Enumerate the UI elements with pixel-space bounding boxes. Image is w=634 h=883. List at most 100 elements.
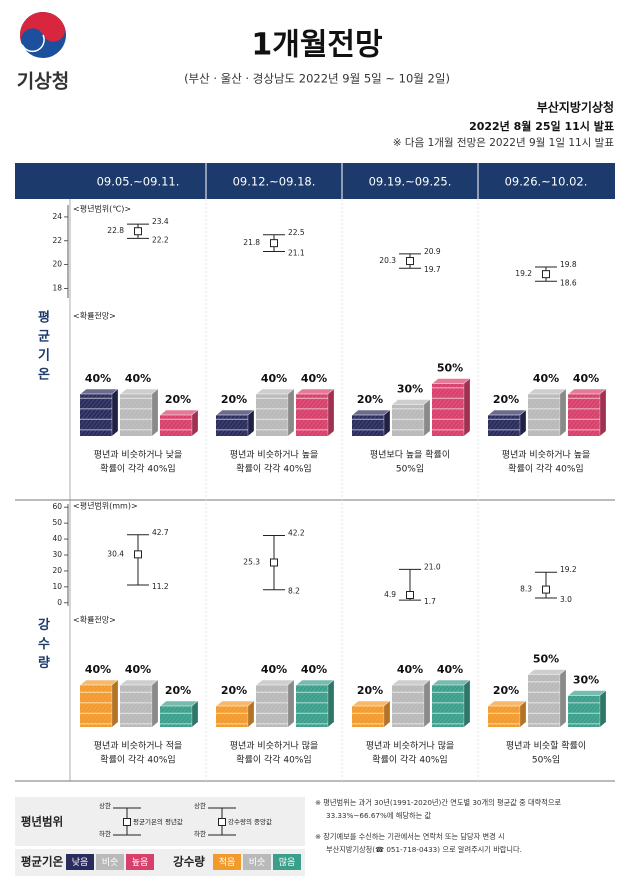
range-mean [134, 227, 142, 236]
probability-stack [527, 388, 567, 437]
stack-stripes [160, 415, 192, 436]
legend-swatch [126, 854, 154, 870]
stack-top-shade [216, 410, 254, 415]
stack-top-shade [568, 389, 606, 394]
stack-stripes [568, 695, 600, 727]
legend-category: 높음 [132, 857, 149, 868]
stack-stripes [216, 415, 248, 436]
stack-top-shade [352, 410, 390, 415]
upper-label: 23.4 [152, 217, 169, 226]
y-tick-label: 20 [52, 566, 62, 575]
legend-swatch [243, 854, 271, 870]
stack-top-shade [256, 680, 294, 685]
legend-swatch [213, 854, 241, 870]
stack-top-shade [80, 680, 118, 685]
probability-stack [351, 700, 391, 728]
mean-label: 19.2 [515, 269, 532, 278]
period-label: 09.26.~10.02. [505, 175, 588, 189]
probability-label: 40% [301, 663, 327, 676]
logo-text: 기상청 [17, 71, 69, 93]
stack-side-shade [520, 701, 526, 727]
stack-side [191, 409, 199, 437]
period-label: 09.19.~09.25. [369, 175, 452, 189]
stack-side-shade [112, 389, 118, 436]
stack-side-shade [288, 389, 294, 436]
stack-side-shade [384, 410, 390, 436]
upper-label: 42.2 [288, 529, 305, 538]
legend-upper: 상한 [194, 801, 206, 810]
probability-stack [255, 388, 295, 437]
stack-top-shade [568, 690, 606, 696]
outlook-text: 확률이 각각 40%임 [508, 463, 583, 475]
stack-top-shade [256, 389, 294, 394]
probability-stack [391, 679, 431, 728]
probability-stack [119, 388, 159, 437]
range-mean [270, 558, 278, 567]
stack-stripes [120, 394, 152, 436]
probability-label: 20% [493, 684, 519, 697]
stack-side [519, 700, 527, 728]
stack-side [599, 388, 607, 437]
issued: 2022년 8월 25일 11시 발표 [469, 119, 614, 133]
outlook-text: 평년과 비슷하거나 높을 [230, 450, 319, 461]
legend-title: 평년범위 [21, 815, 63, 829]
subtitle: (부산 · 울산 · 경상남도 2022년 9월 5일 ~ 10월 2일) [184, 72, 450, 86]
stack-top-shade [488, 410, 526, 415]
stack-side-shade [192, 410, 198, 436]
probability-stack [351, 409, 391, 437]
probability-stack [79, 679, 119, 728]
stack-side-shade [464, 378, 470, 436]
stack-stripes [488, 415, 520, 436]
legend-temp-mean: 평균기온의 평년값 [133, 817, 183, 826]
outlook-text: 평년과 비슷하거나 많을 [230, 741, 319, 752]
outlook-text: 평년과 비슷하거나 높을 [502, 450, 591, 461]
outlook-text: 확률이 각각 40%임 [100, 754, 175, 766]
probability-stack [487, 409, 527, 437]
stack-top-shade [528, 669, 566, 675]
stack-stripes [160, 706, 192, 727]
probability-stack [159, 700, 199, 728]
stack-top-shade [80, 389, 118, 394]
section-label: 강수량 [35, 617, 50, 675]
prob-title: <확률전망> [73, 311, 116, 321]
probability-label: 40% [533, 372, 559, 385]
stack-side [287, 388, 295, 437]
range-mean [406, 257, 414, 266]
office: 부산지방기상청 [537, 100, 614, 115]
stack-side-shade [560, 669, 566, 727]
stack-side [383, 700, 391, 728]
stack-side-shade [600, 690, 606, 727]
probability-label: 20% [165, 393, 191, 406]
probability-label: 30% [397, 383, 423, 396]
probability-label: 40% [301, 372, 327, 385]
probability-label: 40% [85, 372, 111, 385]
stack-top-shade [160, 701, 198, 706]
lower-label: 19.7 [424, 265, 441, 274]
stack-side [327, 388, 335, 437]
stack-top-shade [528, 389, 566, 394]
stack-side-shade [424, 680, 430, 727]
range-mean [542, 585, 550, 594]
outlook-text: 평년과 비슷하거나 낮을 [94, 450, 183, 461]
stack-top-shade [160, 410, 198, 415]
probability-stack [527, 669, 567, 728]
stack-side-shade [192, 701, 198, 727]
probability-label: 30% [573, 674, 599, 687]
stack-side [287, 679, 295, 728]
stack-stripes [216, 706, 248, 727]
lower-label: 8.2 [288, 587, 300, 596]
stack-side-shade [424, 399, 430, 436]
y-tick-label: 20 [52, 260, 62, 269]
probability-stack [391, 399, 431, 437]
stack-side-shade [560, 389, 566, 436]
legend-lower: 하한 [99, 829, 111, 838]
legend-precip-name: 강수량 [173, 855, 205, 869]
upper-label: 19.2 [560, 565, 577, 574]
stack-stripes [80, 394, 112, 436]
probability-stack [119, 679, 159, 728]
stack-stripes [80, 685, 112, 727]
stack-stripes [528, 674, 560, 727]
stack-side [463, 679, 471, 728]
probability-label: 40% [397, 663, 423, 676]
